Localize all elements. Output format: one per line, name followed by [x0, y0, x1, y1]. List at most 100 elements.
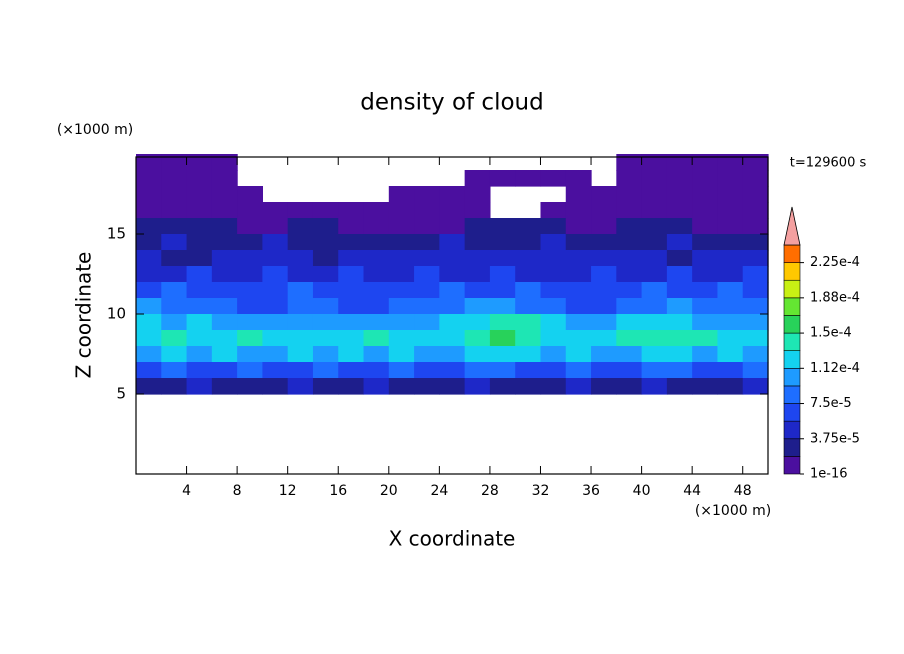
contour-cell [161, 154, 188, 171]
colorbar-box [783, 420, 801, 440]
contour-cell [692, 346, 719, 363]
contour-cell [312, 314, 339, 331]
contour-cell [692, 330, 719, 347]
contour-cell [692, 154, 719, 171]
contour-cell [717, 378, 744, 395]
contour-cell [439, 266, 466, 283]
contour-cell [464, 186, 491, 203]
contour-cell [312, 234, 339, 251]
contour-cell [540, 346, 567, 363]
contour-cell [742, 170, 769, 187]
contour-cell [591, 250, 617, 267]
colorbar-label: 7.5e-5 [810, 396, 852, 411]
contour-cell [489, 346, 516, 363]
contour-cell [616, 298, 643, 315]
contour-cell [591, 362, 617, 379]
contour-cell [666, 202, 693, 219]
contour-cell [237, 298, 263, 315]
contour-cell [363, 202, 390, 219]
contour-cell [641, 218, 668, 235]
contour-cell [565, 346, 592, 363]
contour-cell [489, 266, 516, 283]
contour-cell [136, 234, 162, 251]
contour-cell [565, 362, 592, 379]
contour-cell [186, 362, 213, 379]
contour-cell [616, 282, 643, 299]
contour-cell [616, 378, 643, 395]
contour-cell [439, 234, 466, 251]
contour-cell [388, 346, 415, 363]
contour-cell [692, 314, 719, 331]
colorbar-box [783, 438, 801, 457]
contour-cell [237, 234, 263, 251]
contour-cell [666, 330, 693, 347]
contour-cell [692, 186, 719, 203]
x-tick-label: 24 [430, 483, 448, 499]
x-tick-label: 48 [734, 483, 752, 499]
contour-cell [540, 282, 567, 299]
contour-cell [641, 202, 668, 219]
x-tick-label: 12 [279, 483, 297, 499]
contour-cell [312, 282, 339, 299]
contour-cell [464, 250, 491, 267]
contour-cell [414, 298, 440, 315]
x-axis-label: X coordinate [389, 527, 516, 551]
contour-cell [388, 330, 415, 347]
contour-cell [136, 282, 162, 299]
contour-cell [540, 266, 567, 283]
contour-cell [515, 362, 542, 379]
contour-cell [136, 218, 162, 235]
contour-cell [565, 298, 592, 315]
contour-cell [666, 298, 693, 315]
contour-cell [136, 330, 162, 347]
contour-cell [439, 378, 466, 395]
contour-cell [565, 266, 592, 283]
contour-cell [489, 330, 516, 347]
contour-cell [186, 202, 213, 219]
contour-cell [161, 202, 188, 219]
contour-cell [312, 218, 339, 235]
contour-cell [262, 362, 289, 379]
contour-cell [211, 298, 238, 315]
contour-cell [287, 266, 314, 283]
contour-cell [262, 282, 289, 299]
contour-cell [666, 266, 693, 283]
colorbar-box [783, 368, 801, 387]
contour-cell [439, 362, 466, 379]
contour-cell [136, 346, 162, 363]
x-tick-label: 4 [182, 483, 191, 499]
contour-cell [540, 250, 567, 267]
contour-cell [540, 330, 567, 347]
contour-cell [414, 362, 440, 379]
contour-cell [742, 218, 769, 235]
contour-cell [414, 250, 440, 267]
contour-cell [237, 282, 263, 299]
contour-cell [237, 202, 263, 219]
contour-cell [515, 234, 542, 251]
contour-cell [641, 298, 668, 315]
contour-cell [591, 266, 617, 283]
colorbar-box [783, 332, 801, 351]
contour-cell [641, 186, 668, 203]
contour-cell [338, 250, 365, 267]
contour-cell [616, 234, 643, 251]
contour-cell [363, 250, 390, 267]
contour-cell [388, 202, 415, 219]
contour-cell [262, 378, 289, 395]
contour-cell [641, 266, 668, 283]
contour-cell [287, 298, 314, 315]
contour-cell [136, 170, 162, 187]
contour-cell [186, 378, 213, 395]
contour-cell [439, 330, 466, 347]
contour-cell [287, 362, 314, 379]
y-axis-label: Z coordinate [72, 252, 96, 379]
contour-cell [489, 234, 516, 251]
contour-cell [666, 186, 693, 203]
contour-cell [742, 186, 769, 203]
contour-cell [666, 314, 693, 331]
contour-cell [186, 170, 213, 187]
contour-cell [540, 362, 567, 379]
contour-cell [666, 282, 693, 299]
contour-cell [414, 186, 440, 203]
contour-cell [641, 378, 668, 395]
